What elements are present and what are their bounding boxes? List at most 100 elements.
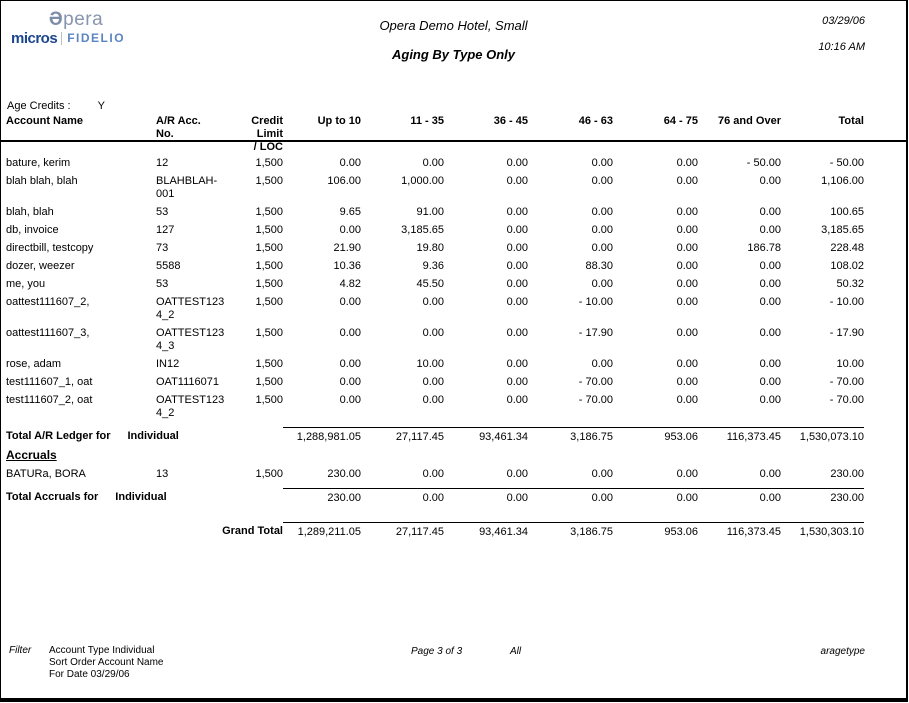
separator-line [283,422,864,428]
account-name-cell: blah, blah [6,205,54,218]
amount-cell: 0.00 [591,357,613,370]
report-date: 03/29/06 [822,15,865,27]
amount-cell: 0.00 [506,295,528,308]
separator-spacer [6,507,283,523]
table-row: test111607_1, oat OAT1116071 1,500 0.00 0.00… [6,373,864,391]
filter-line-sort-order: Sort Order Account Name [49,657,164,668]
amount-cell: - 50.00 [746,156,781,169]
filter-lines: Account Type Individual Sort Order Accou… [49,645,164,681]
aging-table-header: Account Name A/R Acc. No. Credit Limit /… [6,111,864,154]
credit-limit-cell: 1,500 [255,241,283,254]
report-code: aragetype [820,646,865,657]
filter-line-for-date: For Date 03/29/06 [49,669,130,680]
accruals-total-row: Total Accruals for Individual 230.00 0.00 0.… [6,489,864,508]
filter-line-account-type: Account Type Individual [49,645,155,656]
amount-cell: 0.00 [422,156,444,169]
amount-cell: 0.00 [759,467,781,480]
col-ar-acc-no: A/R Acc. No. [156,115,201,140]
opera-swirl-icon: Ə [48,9,64,30]
account-name-cell: db, invoice [6,223,59,236]
amount-cell: 230.00 [830,467,864,480]
amount-cell: 88.30 [585,259,613,272]
separator-line [283,483,864,489]
total-type: Individual [127,430,179,442]
amount-cell: 0.00 [339,156,361,169]
total-amount-cell: 230.00 [327,491,361,504]
credit-limit-cell: 1,500 [255,205,283,218]
col-64-75: 64 - 75 [663,115,698,127]
amount-cell: 0.00 [759,174,781,187]
fidelio-wordmark: FIDELIO [67,31,126,45]
amount-cell: 10.00 [836,357,864,370]
amount-cell: 0.00 [591,205,613,218]
credit-limit-cell: 1,500 [255,156,283,169]
micros-fidelio-logo: micros FIDELIO [11,31,141,46]
amount-cell: 0.00 [759,277,781,290]
amount-cell: 0.00 [422,326,444,339]
accruals-heading-row: Accruals [6,446,864,465]
total-amount-cell: 27,117.45 [395,430,444,443]
accrual-table-row: BATURa, BORA 13 1,500 230.00 0.00 0.00 0.00 0.0… [6,465,864,483]
amount-cell: 0.00 [506,259,528,272]
grand-total-amount-cell: 1,289,211.05 [297,525,361,538]
amount-cell: 0.00 [506,241,528,254]
total-amount-cell: 0.00 [676,491,698,504]
amount-cell: 108.02 [830,259,864,272]
amount-cell: 91.00 [416,205,444,218]
report-title: Aging By Type Only [391,47,516,62]
amount-cell: 0.00 [676,326,698,339]
account-name-cell: me, you [6,277,46,290]
acc-no-cell: OATTEST123 4_2 [156,393,225,419]
ar-ledger-total-row: Total A/R Ledger for Individual 1,288,981.… [6,428,864,447]
acc-no-cell: 127 [156,223,175,236]
total-amount-cell: 953.06 [664,430,698,443]
aging-table-body: bature, kerim 12 1,500 0.00 0.00 0.00 0.00 0.00… [6,154,864,541]
acc-no-cell: 5588 [156,259,181,272]
amount-cell: 50.32 [836,277,864,290]
amount-cell: 0.00 [759,295,781,308]
amount-cell: 0.00 [591,174,613,187]
table-row: test111607_2, oat OATTEST123 4_2 1,500 0.00… [6,391,864,422]
hotel-name: Opera Demo Hotel, Small [379,18,528,33]
amount-cell: 0.00 [506,277,528,290]
total-amount-cell: 3,186.75 [570,430,613,443]
amount-cell: 9.36 [422,259,444,272]
amount-cell: 0.00 [759,259,781,272]
col-46-63: 46 - 63 [578,115,613,127]
amount-cell: 3,185.65 [821,223,864,236]
opera-wordmark-text: pera [63,9,104,30]
amount-cell: 0.00 [422,375,444,388]
amount-cell: - 17.90 [829,326,864,339]
amount-cell: 0.00 [506,393,528,406]
filter-label: Filter [9,645,32,656]
amount-cell: - 70.00 [578,393,613,406]
amount-cell: 186.78 [747,241,781,254]
amount-cell: 0.00 [676,205,698,218]
table-row: me, you 53 1,500 4.82 45.50 0.00 0.00 0.00 0.00 5… [6,275,864,293]
total-type: Individual [115,491,167,503]
credit-limit-cell: 1,500 [255,467,283,480]
grand-total-amount-cell: 1,530,303.10 [799,525,864,538]
account-name-cell: bature, kerim [6,156,71,169]
total-amount-cell: 0.00 [591,491,613,504]
table-row: blah blah, blah BLAHBLAH- 001 1,500 106.00 1… [6,172,864,203]
col-total: Total [838,115,864,127]
grand-total-amount-cell: 116,373.45 [726,525,781,538]
col-76-and-over: 76 and Over [718,115,781,127]
amount-cell: 19.80 [416,241,444,254]
acc-no-cell: OAT1116071 [156,375,219,388]
amount-cell: 0.00 [676,357,698,370]
table-row: directbill, testcopy 73 1,500 21.90 19.80 0.0… [6,239,864,257]
amount-cell: 0.00 [676,277,698,290]
amount-cell: 0.00 [676,467,698,480]
credit-limit-cell: 1,500 [255,259,283,272]
report-time: 10:16 AM [818,41,865,53]
acc-no-cell: 13 [156,467,169,480]
account-name-cell: rose, adam [6,357,62,370]
amount-cell: 9.65 [339,205,361,218]
amount-cell: 21.90 [333,241,361,254]
amount-cell: 0.00 [676,295,698,308]
account-name-cell: oattest111607_2, [6,295,90,308]
acc-no-cell: 53 [156,277,169,290]
amount-cell: - 70.00 [578,375,613,388]
